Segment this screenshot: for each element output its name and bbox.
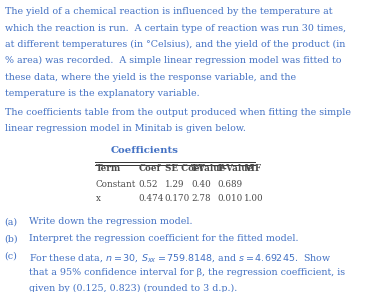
Text: P-Value: P-Value bbox=[217, 164, 254, 173]
Text: Term: Term bbox=[95, 164, 121, 173]
Text: temperature is the explanatory variable.: temperature is the explanatory variable. bbox=[5, 89, 199, 98]
Text: linear regression model in Minitab is given below.: linear regression model in Minitab is gi… bbox=[5, 124, 245, 133]
Text: T-Value: T-Value bbox=[191, 164, 226, 173]
Text: that a 95% confidence interval for β, the regression coefficient, is: that a 95% confidence interval for β, th… bbox=[30, 268, 346, 277]
Text: 0.689: 0.689 bbox=[217, 180, 243, 189]
Text: 1.00: 1.00 bbox=[244, 194, 263, 204]
Text: Interpret the regression coefficient for the fitted model.: Interpret the regression coefficient for… bbox=[30, 234, 299, 244]
Text: The yield of a chemical reaction is influenced by the temperature at: The yield of a chemical reaction is infl… bbox=[5, 7, 332, 16]
Text: 0.474: 0.474 bbox=[138, 194, 164, 204]
Text: (a): (a) bbox=[5, 217, 18, 226]
Text: at different temperatures (in °Celsius), and the yield of the product (in: at different temperatures (in °Celsius),… bbox=[5, 40, 345, 49]
Text: VIF: VIF bbox=[244, 164, 261, 173]
Text: x: x bbox=[95, 194, 100, 204]
Text: 0.40: 0.40 bbox=[191, 180, 211, 189]
Text: 2.78: 2.78 bbox=[191, 194, 211, 204]
Text: Write down the regression model.: Write down the regression model. bbox=[30, 217, 193, 226]
Text: given by (0.125, 0.823) (rounded to 3 d.p.).: given by (0.125, 0.823) (rounded to 3 d.… bbox=[30, 284, 238, 292]
Text: % area) was recorded.  A simple linear regression model was fitted to: % area) was recorded. A simple linear re… bbox=[5, 56, 341, 65]
Text: For these data, $n = 30$, $S_{xx} = 759.8148$, and $s = 4.69245$.  Show: For these data, $n = 30$, $S_{xx} = 759.… bbox=[30, 251, 332, 264]
Text: these data, where the yield is the response variable, and the: these data, where the yield is the respo… bbox=[5, 73, 296, 82]
Text: 0.010: 0.010 bbox=[217, 194, 243, 204]
Text: SE Coef: SE Coef bbox=[165, 164, 203, 173]
Text: Constant: Constant bbox=[95, 180, 136, 189]
Text: The coefficients table from the output produced when fitting the simple: The coefficients table from the output p… bbox=[5, 108, 351, 117]
Text: Coefficients: Coefficients bbox=[110, 146, 178, 155]
Text: (c): (c) bbox=[5, 251, 18, 260]
Text: (b): (b) bbox=[5, 234, 18, 244]
Text: which the reaction is run.  A certain type of reaction was run 30 times,: which the reaction is run. A certain typ… bbox=[5, 24, 346, 33]
Text: Coef: Coef bbox=[138, 164, 161, 173]
Text: 0.52: 0.52 bbox=[138, 180, 158, 189]
Text: 0.170: 0.170 bbox=[165, 194, 190, 204]
Text: 1.29: 1.29 bbox=[165, 180, 184, 189]
